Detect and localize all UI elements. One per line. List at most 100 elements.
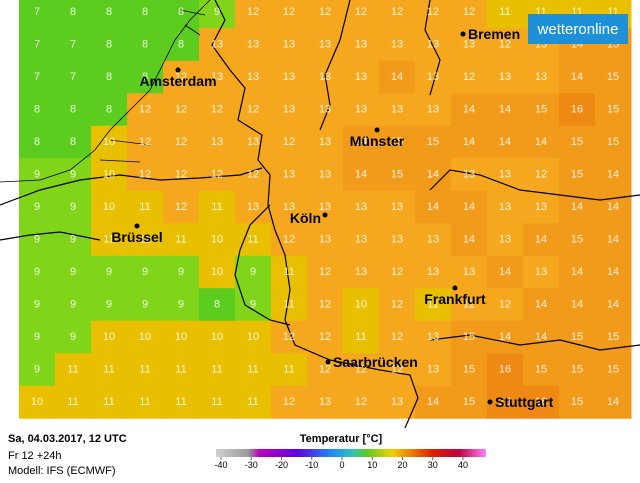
cell [307, 255, 344, 289]
temperature: 8 [214, 298, 220, 310]
temperature: 12 [463, 71, 475, 83]
temperature: 12 [211, 103, 223, 115]
cell [55, 0, 92, 29]
temperature: 13 [391, 103, 403, 115]
cell [199, 385, 236, 419]
cell [451, 255, 488, 289]
cell [271, 93, 308, 127]
temperature: 12 [247, 103, 259, 115]
temperature: 12 [427, 6, 439, 18]
cell [19, 60, 56, 94]
cell [271, 385, 308, 419]
temperature: 13 [319, 233, 331, 245]
legend-ticks: -40 -30 -20 -10 0 10 20 30 40 [214, 457, 468, 470]
cell [415, 223, 452, 257]
cell [451, 60, 488, 94]
temperature: 13 [247, 71, 259, 83]
cell [451, 28, 488, 62]
cell [379, 320, 416, 354]
temperature: 13 [355, 103, 367, 115]
temperature: 8 [70, 136, 76, 148]
temperature: 13 [499, 71, 511, 83]
temperature: 13 [499, 168, 511, 180]
cell [595, 125, 632, 159]
temperature: 8 [70, 103, 76, 115]
cell [379, 223, 416, 257]
cell [127, 385, 164, 419]
temperature: 9 [34, 168, 40, 180]
cell [343, 93, 380, 127]
temperature: 13 [211, 136, 223, 148]
cell [487, 125, 524, 159]
cell [271, 190, 308, 224]
temperature: 15 [535, 363, 547, 375]
cell [487, 288, 524, 322]
city-name: Bremen [468, 26, 520, 42]
temperature: 8 [106, 103, 112, 115]
temperature: 14 [355, 168, 367, 180]
temperature: 15 [571, 396, 583, 408]
cell [127, 320, 164, 354]
cell [487, 190, 524, 224]
logo-box [528, 14, 628, 44]
temperature: 9 [34, 331, 40, 343]
temperature: 12 [499, 298, 511, 310]
cell [19, 320, 56, 354]
temperature: 13 [535, 71, 547, 83]
cell [559, 255, 596, 289]
cell [55, 288, 92, 322]
legend-tick-label: -10 [305, 460, 318, 470]
temperature: 10 [103, 331, 115, 343]
temperature: 12 [247, 168, 259, 180]
temperature: 13 [355, 71, 367, 83]
cell [487, 60, 524, 94]
cities: Bremen Amsterdam Münster Köln Brüssel Frankfu… [111, 26, 553, 410]
temperature: 9 [142, 298, 148, 310]
cell [55, 125, 92, 159]
cell [199, 320, 236, 354]
temperature: 7 [34, 6, 40, 18]
cell [163, 0, 200, 29]
cell [595, 353, 632, 387]
cell [55, 93, 92, 127]
temperature: 11 [355, 331, 366, 343]
temperature: 12 [139, 103, 151, 115]
cell [19, 93, 56, 127]
temperature: 11 [607, 6, 618, 18]
city-name: Münster [350, 133, 405, 149]
cell [343, 320, 380, 354]
temperature: 9 [70, 201, 76, 213]
temperature: 11 [139, 233, 150, 245]
cell [163, 125, 200, 159]
cell [55, 255, 92, 289]
cell [559, 288, 596, 322]
cell [19, 223, 56, 257]
cell [487, 255, 524, 289]
value-labels: 7 8 8 8 8 9 12 12 12 12 12 12 12 11 11 11 11 7 7 8 8 8 13 13 13 1… [31, 6, 619, 408]
cell [163, 28, 200, 62]
cell [199, 190, 236, 224]
cell [487, 93, 524, 127]
cell [163, 223, 200, 257]
temperature: 13 [427, 103, 439, 115]
cell [379, 288, 416, 322]
temperature: 13 [247, 136, 259, 148]
temperature: 10 [247, 331, 259, 343]
temperature: 13 [427, 363, 439, 375]
temperature-field [19, 0, 632, 419]
city-name: Köln [290, 210, 321, 226]
temperature: 13 [499, 201, 511, 213]
city-dot [460, 31, 466, 37]
temperature: 13 [211, 38, 223, 50]
cell [127, 93, 164, 127]
temperature: 14 [427, 396, 439, 408]
temperature: 15 [571, 363, 583, 375]
temperature: 12 [319, 6, 331, 18]
temperature: 9 [106, 298, 112, 310]
temperature: 12 [355, 6, 367, 18]
temperature: 14 [571, 298, 583, 310]
temperature: 12 [283, 233, 295, 245]
temperature: 11 [139, 363, 150, 375]
cell [235, 223, 272, 257]
cell [523, 353, 560, 387]
